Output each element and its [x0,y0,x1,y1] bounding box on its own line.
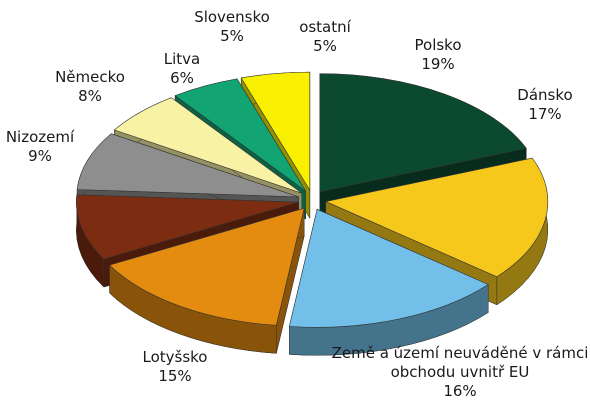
slice-label: Země a území neuváděné v rámci obchodu u… [331,344,589,381]
slice [288,208,489,328]
slice-value-label: 9% [28,147,52,165]
slice-value-label: 5% [220,27,244,45]
slice-value-label: 17% [528,105,562,123]
slice-label: ostatní [299,18,351,36]
slice [174,78,306,192]
slice-label: Lotyšsko [142,348,208,366]
slice [76,194,299,260]
slice-value-label: 15% [158,367,192,385]
slice-value-label: 16% [443,382,477,400]
slice-value-label: 19% [421,55,455,73]
slice-label: Německo [55,68,125,86]
slice-value-label: 6% [170,69,194,87]
slice-label: Litva [163,50,201,68]
slice-value-label: 8% [78,87,102,105]
slice [324,157,549,278]
slice [240,71,311,192]
slice-label: Dánsko [517,86,573,104]
slice [76,133,299,198]
slice [109,207,305,326]
slice-label: Polsko [414,36,462,54]
slice-label: Slovensko [194,8,270,26]
slice [319,73,527,193]
slice-value-label: 5% [313,37,337,55]
slice-label: Nizozemí [5,128,75,146]
slice [113,97,302,194]
